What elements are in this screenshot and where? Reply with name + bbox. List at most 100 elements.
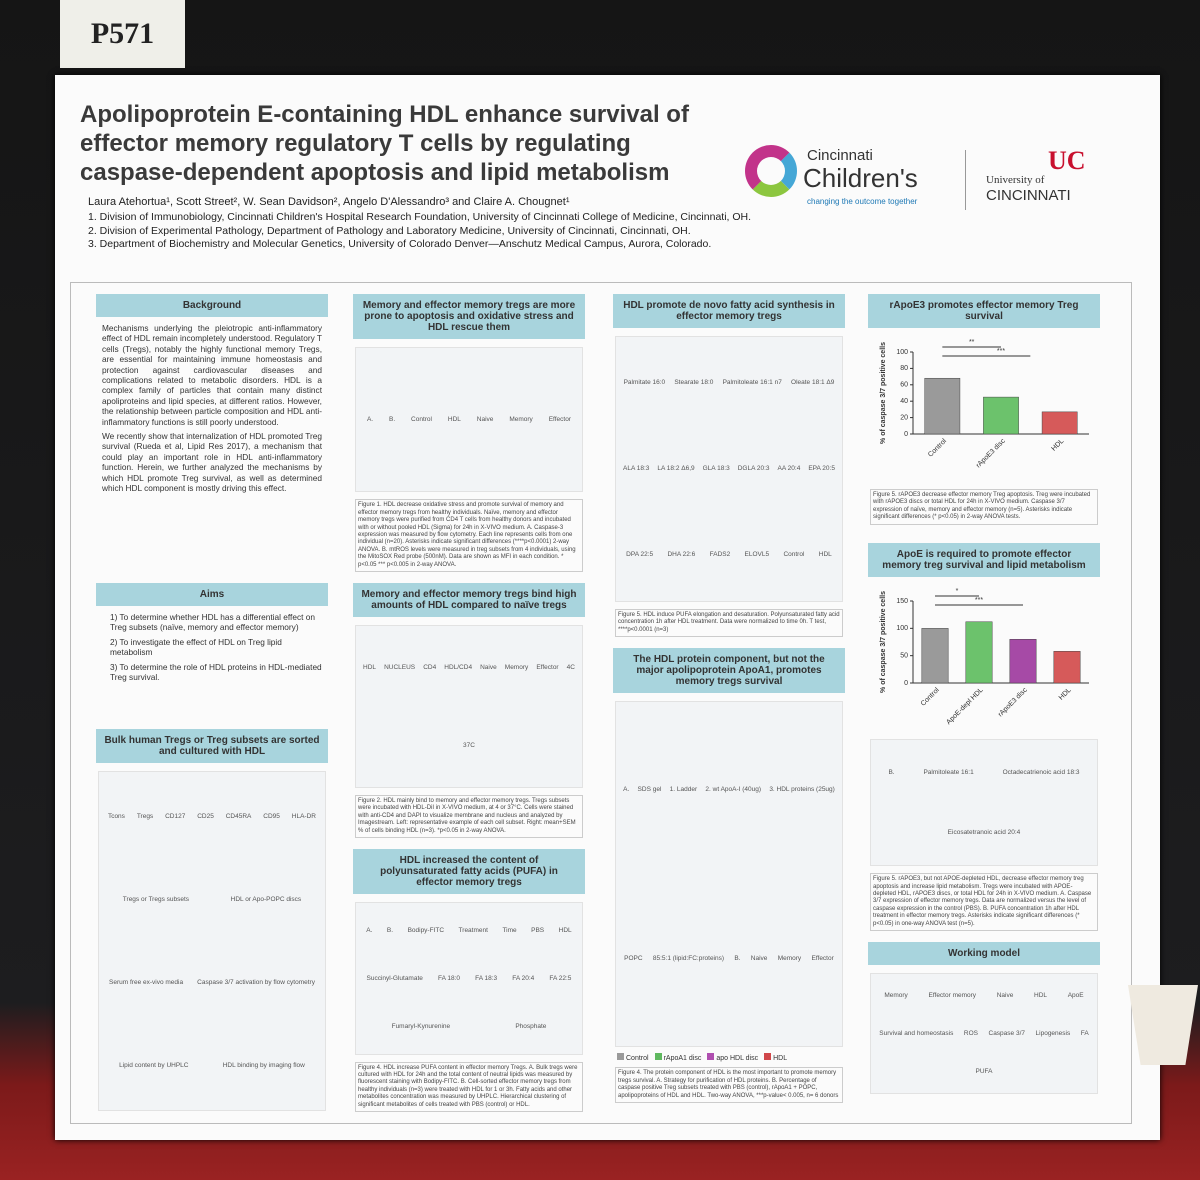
poster-section: Aims 1) To determine whether HDL has a di… <box>88 579 336 721</box>
y-tick-label: 60 <box>900 382 908 389</box>
figure-label: Octadecatrienoic acid 18:3 <box>1002 769 1080 777</box>
figure-label: Survival and homeostasis <box>879 1029 954 1037</box>
affiliation: 2. Division of Experimental Pathology, D… <box>88 224 691 237</box>
cch-logo: Cincinnati Children's changing the outco… <box>745 145 955 215</box>
figure: Palmitate 16:0 Stearate 18:0 Palmitoleate … <box>615 336 843 602</box>
x-tick-label: rApoE3 disc <box>997 686 1029 718</box>
figure: HDL NUCLEUS CD4 HDL/CD4 Naive Memory Effector 4… <box>355 625 583 788</box>
figure-label: Memory <box>504 664 529 672</box>
bar <box>924 377 961 435</box>
figure-label: 4C <box>566 664 575 672</box>
figure-label: ROS <box>963 1029 978 1037</box>
poster-column: HDL promote de novo fatty acid synthesis… <box>605 290 853 1110</box>
x-tick-label: ApoE-depl HDL <box>945 687 984 726</box>
figure-label: Serum free ex-vivo media <box>109 979 184 986</box>
y-tick-label: 150 <box>896 598 908 605</box>
logo-tagline: changing the outcome together <box>807 197 918 206</box>
figure-label: Time <box>502 926 517 934</box>
figure-label: Caspase 3/7 activation by flow cytometry <box>197 979 315 986</box>
figure-label: FADS2 <box>709 551 731 559</box>
figure: Tcons Tregs CD127 CD25 CD45RA CD95 HLA-DR Tregs… <box>98 771 326 1111</box>
figure-label: Eicosatetranoic acid 20:4 <box>947 828 1021 836</box>
poster-section: rApoE3 promotes effector memory Treg sur… <box>860 290 1108 535</box>
figure-label: B. <box>888 769 895 777</box>
poster-column: rApoE3 promotes effector memory Treg sur… <box>860 290 1108 1102</box>
figure-label: Memory <box>509 416 533 424</box>
bar <box>1053 651 1081 684</box>
significance-label: * <box>956 588 959 595</box>
figure-label: 37C <box>463 741 475 749</box>
poster-section: Bulk human Tregs or Treg subsets are sor… <box>88 725 336 1115</box>
figure-label: ApoE <box>1067 992 1084 1000</box>
figure-label: LA 18:2 Δ6,9 <box>657 465 695 473</box>
significance-label: *** <box>997 348 1005 355</box>
legend-item: Control <box>617 1053 649 1062</box>
legend: Control rApoA1 disc apo HDL disc HDL <box>617 1053 841 1062</box>
bar <box>1009 639 1037 684</box>
figure-label: Palmitoleate 16:1 <box>923 769 974 777</box>
bar-chart: 0 50 100 150 % of caspase 3/7 positive cells… <box>880 588 1089 726</box>
legend-item: rApoA1 disc <box>654 1053 701 1062</box>
figure-label: Lipogenesis <box>1035 1029 1071 1037</box>
figure-label: A. <box>366 926 373 934</box>
figure-label: Oleate 18:1 Δ9 <box>791 379 835 387</box>
figure-label: Effector <box>811 955 834 963</box>
affiliation: 3. Department of Biochemistry and Molecu… <box>88 238 712 250</box>
bar <box>921 628 949 684</box>
figure-label: DPA 22:5 <box>626 551 654 559</box>
figure-label: PUFA <box>975 1067 993 1075</box>
figure-label: HLA-DR <box>291 813 316 820</box>
figure-label: EPA 20:5 <box>808 465 835 473</box>
logo-text: Cincinnati <box>807 147 873 164</box>
figure-label: Naive <box>750 955 768 963</box>
y-tick-label: 40 <box>900 398 908 405</box>
poster-section: HDL increased the content of polyunsatur… <box>345 845 593 1115</box>
poster-section: ApoE is required to promote effector mem… <box>860 539 1108 934</box>
affiliations: 1. Division of Immunobiology, Cincinnati… <box>88 211 751 252</box>
figure-label: HDL binding by imaging flow <box>222 1062 305 1069</box>
figure-label: GLA 18:3 <box>702 465 730 473</box>
figure-label: A. <box>366 416 374 424</box>
figure-caption: Figure 4. The protein component of HDL i… <box>615 1067 843 1103</box>
figure-label: DHA 22:6 <box>667 551 696 559</box>
figure-label: Succinyl-Glutamate <box>366 974 423 982</box>
figure-label: Effector memory <box>928 992 977 1000</box>
figure-label: PBS <box>531 926 545 934</box>
legend-swatch <box>617 1053 624 1061</box>
x-tick-label: HDL <box>1051 438 1066 453</box>
figure-label: FA 20:4 <box>512 974 535 982</box>
board-number: P571 <box>60 0 185 68</box>
figure-caption: Figure 5. rAPOE3, but not APOE-depleted … <box>870 873 1098 931</box>
figure-label: AA 20:4 <box>777 465 801 473</box>
figure-caption: Figure 2. HDL mainly bind to memory and … <box>355 794 583 838</box>
figure-label: Stearate 18:0 <box>674 379 714 387</box>
logo-mark <box>745 145 797 197</box>
section-title: Memory and effector memory tregs are mor… <box>353 294 585 339</box>
figure-label: DGLA 20:3 <box>737 465 770 473</box>
figure-label: Lipid content by UHPLC <box>119 1062 189 1069</box>
figure-label: Fumaryl-Kynurenine <box>391 1022 451 1030</box>
content-frame <box>70 282 1132 1124</box>
figure-label: Control <box>411 416 432 424</box>
figure-label: CD127 <box>165 813 186 820</box>
figure-caption: Figure 4. HDL increase PUFA content in e… <box>355 1061 583 1112</box>
y-tick-label: 100 <box>896 349 908 356</box>
figure-label: Bodipy-FITC <box>407 926 445 934</box>
figure-label: CD4 <box>423 664 437 672</box>
logo-text: CINCINNATI <box>986 187 1071 204</box>
authors: Laura Atehortua¹, Scott Street², W. Sean… <box>88 196 570 208</box>
paper-cup <box>1128 985 1198 1065</box>
affiliation: 1. Division of Immunobiology, Cincinnati… <box>88 211 752 223</box>
figure-label: Tregs <box>136 813 154 820</box>
figure-label: NUCLEUS <box>384 664 416 672</box>
figure-label: Palmitate 16:0 <box>623 379 666 387</box>
section-title: Background <box>96 294 328 317</box>
section-title: Working model <box>868 942 1100 965</box>
bar <box>1041 411 1078 435</box>
legend-swatch <box>654 1053 662 1061</box>
figure-label: POPC <box>624 955 643 963</box>
y-tick-label: 0 <box>904 431 908 438</box>
figure-label: HDL <box>818 551 832 559</box>
x-tick-label: rApoE3 disc <box>975 437 1007 469</box>
